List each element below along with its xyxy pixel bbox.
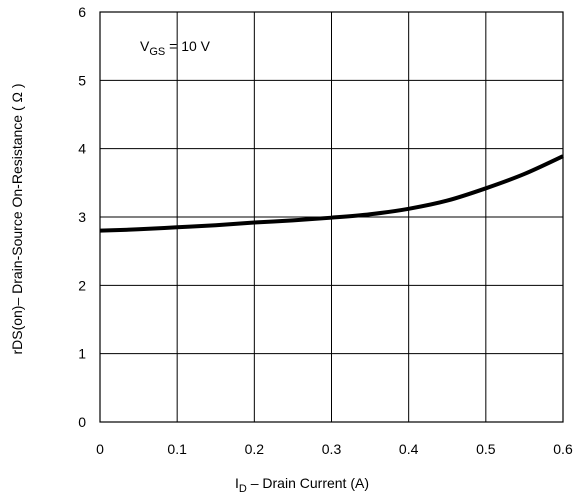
vgs-annotation: VGS = 10 V [140, 38, 211, 58]
x-tick-label: 0 [96, 441, 104, 457]
annotation-subscript: GS [149, 46, 165, 58]
y-tick-label: 4 [78, 141, 86, 157]
x-tick-label: 0.6 [553, 441, 573, 457]
x-tick-label: 0.3 [322, 441, 342, 457]
rdson-curve [99, 154, 564, 233]
plot-frame [99, 11, 564, 423]
x-tick-label: 0.4 [399, 441, 419, 457]
y-tick-label: 1 [78, 346, 86, 362]
x-tick-label: 0.5 [476, 441, 496, 457]
x-axis-label: ID – Drain Current (A) [235, 475, 369, 495]
y-tick-labels: 0 1 2 3 4 5 6 [78, 4, 86, 430]
x-axis-subscript: D [239, 483, 247, 495]
x-tick-labels: 0 0.1 0.2 0.3 0.4 0.5 0.6 [96, 441, 573, 457]
y-tick-label: 3 [78, 209, 86, 225]
x-tick-label: 0.2 [245, 441, 265, 457]
y-tick-label: 5 [78, 72, 86, 88]
grid [100, 12, 563, 422]
annotation-text: = 10 V [165, 38, 210, 54]
annotation-symbol: V [140, 38, 150, 54]
y-tick-label: 2 [78, 277, 86, 293]
y-axis-label: rDS(on)– Drain-Source On-Resistance ( Ω … [9, 83, 25, 354]
y-tick-label: 6 [78, 4, 86, 20]
x-axis-text: – Drain Current (A) [247, 475, 369, 491]
x-tick-label: 0.1 [167, 441, 187, 457]
y-tick-label: 0 [78, 414, 86, 430]
series-layer [99, 154, 564, 233]
x-axis-symbol: I [235, 475, 239, 491]
